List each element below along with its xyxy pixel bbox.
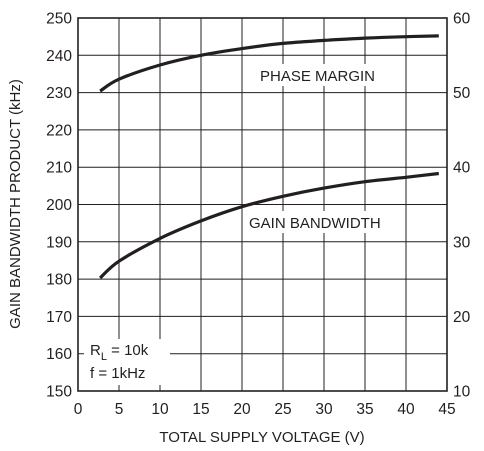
x-tick-label: 30 [315,401,333,418]
y-left-tick-label: 240 [46,48,72,65]
x-tick-label: 0 [74,401,83,418]
x-tick-label: 40 [397,401,415,418]
y-left-tick-label: 150 [46,384,72,401]
y-right-tick-label: 50 [453,85,471,102]
y-right-tick-label: 60 [453,11,471,28]
y-right-tick-label: 40 [453,160,471,177]
gain-bandwidth-line [99,171,440,280]
y-left-tick-label: 210 [46,160,72,177]
x-tick-label: 15 [192,401,209,418]
y-left-tick-label: 250 [46,11,72,28]
y-left-tick-label: 190 [46,234,72,251]
y-left-tick-label: 230 [46,85,72,102]
plot-frame [77,17,448,392]
y-right-tick-labels: 10 20 30 40 50 60 [453,11,471,401]
x-tick-label: 25 [274,401,291,418]
y-left-tick-label: 160 [46,346,72,363]
y-left-tick-label: 170 [46,309,72,326]
x-tick-label: 20 [233,401,251,418]
y-left-tick-label: 180 [46,272,72,289]
y-right-tick-label: 20 [453,309,471,326]
x-tick-label: 5 [115,401,124,418]
gain-bandwidth-label-bg [244,211,402,233]
series-lines [99,34,440,280]
x-tick-label: 10 [151,401,169,418]
x-tick-label: 35 [356,401,373,418]
y-axis-label: GAIN BANDWIDTH PRODUCT (kHz) [7,79,24,329]
phase-margin-label: PHASE MARGIN [260,68,375,85]
y-right-tick-label: 10 [453,384,471,401]
y-left-tick-labels: 150 160 170 180 190 200 210 220 230 240 250 [46,11,72,401]
phase-margin-line [99,34,439,93]
phase-margin-label-bg [255,64,391,86]
x-tick-labels: 0 5 10 15 20 25 30 35 40 45 [74,401,456,418]
y-right-tick-label: 30 [453,234,471,251]
y-left-tick-label: 220 [46,122,72,139]
x-tick-label: 45 [438,401,455,418]
x-axis-label: TOTAL SUPPLY VOLTAGE (V) [159,429,364,446]
freq-annotation: f = 1kHz [90,365,145,382]
y-left-tick-label: 200 [46,197,72,214]
annotation-box [84,339,170,385]
rl-annotation: RL = 10k [90,342,149,363]
gain-bandwidth-label: GAIN BANDWIDTH [249,215,381,232]
